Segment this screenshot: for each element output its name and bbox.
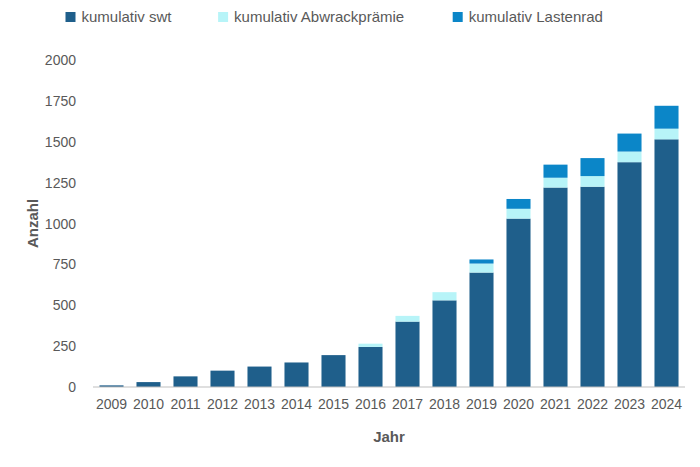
bar-segment [247, 366, 271, 367]
y-tick-label: 1750 [45, 93, 76, 109]
bar-segment [284, 362, 308, 363]
bar-segment [136, 382, 160, 387]
bar-segment [617, 162, 641, 387]
y-tick [89, 141, 93, 142]
bar-segment [173, 376, 197, 387]
y-tick [89, 346, 93, 347]
y-tick-label: 500 [53, 297, 77, 313]
bar-segment [432, 292, 456, 293]
y-tick-label: 250 [53, 338, 77, 354]
x-tick-label: 2014 [281, 396, 312, 412]
x-tick-label: 2016 [355, 396, 386, 412]
bar-segment [358, 344, 382, 347]
bar-segment [543, 188, 567, 387]
legend-swatch [453, 12, 463, 22]
x-tick-label: 2020 [503, 396, 534, 412]
bar-segment [395, 315, 419, 316]
y-tick [89, 100, 93, 101]
bar-segment [580, 176, 604, 187]
y-tick-label: 2000 [45, 52, 76, 68]
bar-segment [173, 376, 197, 377]
bar-segment [395, 322, 419, 387]
bar-segment [321, 355, 345, 356]
y-tick [89, 387, 93, 388]
bar-segment [136, 382, 160, 383]
bar-segment [210, 370, 234, 371]
x-tick-label: 2022 [577, 396, 608, 412]
bar-segment [617, 152, 641, 163]
x-tick-label: 2010 [133, 396, 164, 412]
y-tick [89, 223, 93, 224]
x-tick-label: 2017 [392, 396, 423, 412]
bar-segment [506, 209, 530, 219]
legend: kumulativ swt kumulativ Abwrackprämie kumu… [66, 8, 603, 25]
y-tick-label: 750 [53, 256, 77, 272]
x-tick-label: 2013 [244, 396, 275, 412]
y-tick [89, 305, 93, 306]
x-tick-label: 2012 [207, 396, 238, 412]
y-tick [89, 182, 93, 183]
legend-swatch [218, 12, 228, 22]
bar-segment [543, 178, 567, 188]
bar-segment [395, 316, 419, 322]
bar-segment [321, 355, 345, 387]
bars [99, 106, 678, 387]
x-tick-label: 2024 [651, 396, 682, 412]
bar-segment [543, 165, 567, 178]
bar-segment [358, 343, 382, 344]
x-axis-title: Jahr [373, 428, 405, 445]
bar-segment [247, 366, 271, 367]
bar-segment [654, 129, 678, 140]
x-tick-label: 2019 [466, 396, 497, 412]
legend-label: kumulativ Abwrackprämie [234, 8, 404, 25]
legend-label: kumulativ Lastenrad [469, 8, 603, 25]
bar-segment [284, 362, 308, 387]
bar-segment [580, 187, 604, 387]
bar-segment [469, 259, 493, 263]
y-tick [89, 60, 93, 61]
legend-label: kumulativ swt [82, 8, 173, 25]
y-tick [89, 264, 93, 265]
y-tick-label: 1500 [45, 134, 76, 150]
bar-segment [580, 158, 604, 176]
x-tick-label: 2011 [170, 396, 200, 412]
bar-segment [247, 367, 271, 387]
y-axis-title: Anzahl [24, 199, 41, 248]
bar-segment [358, 347, 382, 387]
legend-swatch [66, 12, 76, 22]
bar-segment [654, 106, 678, 129]
x-tick-label: 2009 [96, 396, 127, 412]
y-tick-label: 1000 [45, 216, 76, 232]
bar-segment [210, 371, 234, 387]
chart-svg: 0 250 500 750 1000 1250 1500 1750 2000 2009 2010 20… [0, 0, 700, 467]
bar-segment [321, 355, 345, 356]
y-tick-label: 1250 [45, 175, 76, 191]
bar-segment [469, 273, 493, 387]
bar-segment [617, 134, 641, 152]
x-tick-label: 2023 [614, 396, 645, 412]
x-tick-label: 2015 [318, 396, 349, 412]
bar-segment [654, 139, 678, 387]
bar-segment [210, 370, 234, 371]
bar-segment [506, 199, 530, 209]
bar-segment [432, 300, 456, 387]
bar-segment [99, 385, 123, 386]
bar-segment [432, 292, 456, 300]
y-tick-label: 0 [68, 379, 76, 395]
bar-segment [284, 362, 308, 363]
x-axis-line [93, 387, 685, 388]
bar-segment [136, 382, 160, 383]
x-tick-label: 2018 [429, 396, 460, 412]
bar-segment [99, 385, 123, 386]
chart-container: 0 250 500 750 1000 1250 1500 1750 2000 2009 2010 20… [0, 0, 700, 467]
bar-segment [506, 219, 530, 387]
x-tick-label: 2021 [540, 396, 571, 412]
bar-segment [173, 376, 197, 377]
bar-segment [469, 264, 493, 273]
